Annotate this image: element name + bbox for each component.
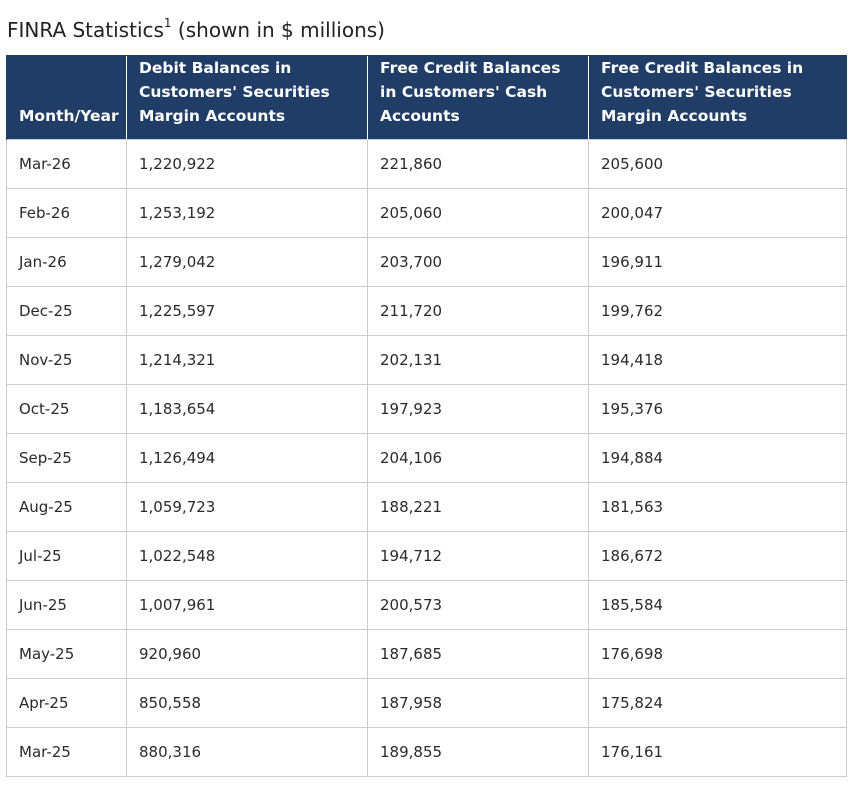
cell-debit-balances: 1,220,922 xyxy=(126,139,368,189)
cell-debit-balances: 1,059,723 xyxy=(126,482,368,532)
cell-month-year: Apr-25 xyxy=(6,678,127,728)
table-row: Apr-25 850,558 187,958 175,824 xyxy=(6,678,847,728)
cell-month-year: Dec-25 xyxy=(6,286,127,336)
table-row: Dec-25 1,225,597 211,720 199,762 xyxy=(6,286,847,336)
cell-free-credit-margin: 200,047 xyxy=(588,188,847,238)
cell-free-credit-margin: 176,161 xyxy=(588,727,847,777)
cell-free-credit-margin: 196,911 xyxy=(588,237,847,287)
title-footnote-marker[interactable]: 1 xyxy=(163,16,172,31)
cell-free-credit-cash: 203,700 xyxy=(367,237,589,287)
cell-month-year: Mar-26 xyxy=(6,139,127,189)
cell-free-credit-cash: 197,923 xyxy=(367,384,589,434)
table-row: Sep-25 1,126,494 204,106 194,884 xyxy=(6,433,847,483)
cell-debit-balances: 1,126,494 xyxy=(126,433,368,483)
title-main: FINRA Statistics xyxy=(7,18,164,42)
cell-free-credit-margin: 195,376 xyxy=(588,384,847,434)
cell-debit-balances: 1,022,548 xyxy=(126,531,368,581)
cell-month-year: Mar-25 xyxy=(6,727,127,777)
cell-free-credit-margin: 175,824 xyxy=(588,678,847,728)
cell-free-credit-margin: 176,698 xyxy=(588,629,847,679)
cell-free-credit-cash: 200,573 xyxy=(367,580,589,630)
cell-free-credit-cash: 194,712 xyxy=(367,531,589,581)
table-row: Jun-25 1,007,961 200,573 185,584 xyxy=(6,580,847,630)
cell-free-credit-margin: 194,418 xyxy=(588,335,847,385)
cell-free-credit-cash: 202,131 xyxy=(367,335,589,385)
table-row: Mar-26 1,220,922 221,860 205,600 xyxy=(6,139,847,189)
header-month-year: Month/Year xyxy=(6,55,127,140)
cell-month-year: Jun-25 xyxy=(6,580,127,630)
cell-month-year: Jul-25 xyxy=(6,531,127,581)
cell-free-credit-cash: 187,685 xyxy=(367,629,589,679)
cell-free-credit-margin: 185,584 xyxy=(588,580,847,630)
cell-free-credit-cash: 204,106 xyxy=(367,433,589,483)
cell-free-credit-margin: 186,672 xyxy=(588,531,847,581)
table-row: Feb-26 1,253,192 205,060 200,047 xyxy=(6,188,847,238)
cell-debit-balances: 920,960 xyxy=(126,629,368,679)
table-row: Oct-25 1,183,654 197,923 195,376 xyxy=(6,384,847,434)
header-debit-balances: Debit Balances in Customers' Securities … xyxy=(126,55,368,140)
cell-month-year: Jan-26 xyxy=(6,237,127,287)
header-free-credit-margin: Free Credit Balances in Customers' Secur… xyxy=(588,55,847,140)
cell-free-credit-cash: 221,860 xyxy=(367,139,589,189)
cell-debit-balances: 880,316 xyxy=(126,727,368,777)
cell-month-year: May-25 xyxy=(6,629,127,679)
cell-free-credit-cash: 187,958 xyxy=(367,678,589,728)
cell-debit-balances: 1,214,321 xyxy=(126,335,368,385)
cell-debit-balances: 1,225,597 xyxy=(126,286,368,336)
cell-debit-balances: 1,279,042 xyxy=(126,237,368,287)
cell-free-credit-margin: 205,600 xyxy=(588,139,847,189)
cell-debit-balances: 1,183,654 xyxy=(126,384,368,434)
finra-statistics-table: Month/Year Debit Balances in Customers' … xyxy=(6,55,847,777)
page-title: FINRA Statistics1 (shown in $ millions) xyxy=(7,16,385,44)
cell-free-credit-margin: 181,563 xyxy=(588,482,847,532)
header-free-credit-cash: Free Credit Balances in Customers' Cash … xyxy=(367,55,589,140)
cell-month-year: Sep-25 xyxy=(6,433,127,483)
cell-debit-balances: 850,558 xyxy=(126,678,368,728)
cell-month-year: Aug-25 xyxy=(6,482,127,532)
cell-free-credit-margin: 194,884 xyxy=(588,433,847,483)
cell-debit-balances: 1,253,192 xyxy=(126,188,368,238)
table-row: May-25 920,960 187,685 176,698 xyxy=(6,629,847,679)
title-suffix: (shown in $ millions) xyxy=(171,18,385,42)
table-row: Jul-25 1,022,548 194,712 186,672 xyxy=(6,531,847,581)
table-body: Mar-26 1,220,922 221,860 205,600 Feb-26 1,253… xyxy=(6,139,847,777)
cell-month-year: Feb-26 xyxy=(6,188,127,238)
header-row: Month/Year Debit Balances in Customers' … xyxy=(6,55,847,140)
cell-free-credit-cash: 211,720 xyxy=(367,286,589,336)
cell-free-credit-cash: 189,855 xyxy=(367,727,589,777)
table-header: Month/Year Debit Balances in Customers' … xyxy=(6,55,847,140)
cell-free-credit-cash: 205,060 xyxy=(367,188,589,238)
cell-free-credit-margin: 199,762 xyxy=(588,286,847,336)
table-row: Mar-25 880,316 189,855 176,161 xyxy=(6,727,847,777)
cell-debit-balances: 1,007,961 xyxy=(126,580,368,630)
table-row: Aug-25 1,059,723 188,221 181,563 xyxy=(6,482,847,532)
table-row: Jan-26 1,279,042 203,700 196,911 xyxy=(6,237,847,287)
cell-free-credit-cash: 188,221 xyxy=(367,482,589,532)
cell-month-year: Nov-25 xyxy=(6,335,127,385)
table-row: Nov-25 1,214,321 202,131 194,418 xyxy=(6,335,847,385)
cell-month-year: Oct-25 xyxy=(6,384,127,434)
